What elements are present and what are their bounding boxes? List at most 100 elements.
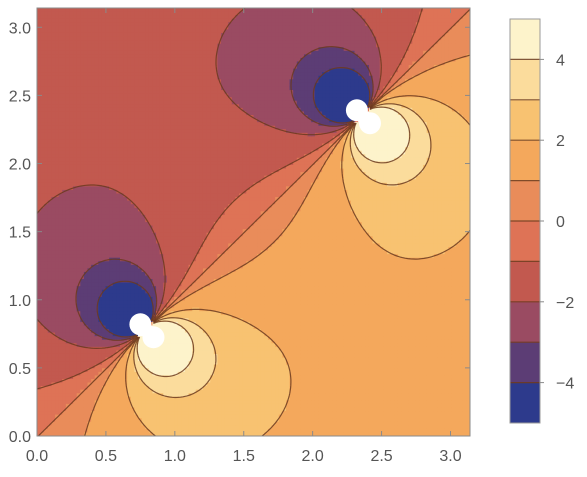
field-cell bbox=[80, 364, 85, 369]
field-cell bbox=[145, 418, 150, 423]
field-cell bbox=[65, 75, 71, 80]
field-cell bbox=[62, 350, 67, 355]
field-cell bbox=[166, 432, 172, 436]
field-cell bbox=[177, 411, 182, 416]
field-cell bbox=[145, 75, 150, 80]
field-cell bbox=[163, 254, 168, 259]
field-cell bbox=[134, 72, 139, 77]
field-cell bbox=[130, 18, 136, 23]
field-cell bbox=[87, 18, 92, 23]
field-cell bbox=[116, 414, 121, 419]
field-cell bbox=[80, 82, 85, 88]
field-cell bbox=[80, 264, 85, 269]
field-cell bbox=[83, 257, 89, 262]
field-cell bbox=[83, 168, 89, 173]
field-cell bbox=[181, 232, 186, 237]
field-cell bbox=[73, 279, 78, 284]
field-cell bbox=[73, 136, 78, 141]
field-cell bbox=[152, 378, 157, 384]
field-cell bbox=[123, 432, 128, 436]
field-cell bbox=[105, 300, 110, 305]
field-cell bbox=[94, 132, 99, 137]
field-cell bbox=[148, 222, 154, 227]
field-cell bbox=[174, 396, 179, 401]
field-cell bbox=[44, 325, 49, 330]
field-cell bbox=[58, 243, 63, 248]
field-cell bbox=[141, 32, 146, 38]
field-cell bbox=[116, 68, 121, 73]
field-cell bbox=[40, 57, 45, 63]
field-cell bbox=[141, 100, 146, 105]
field-cell bbox=[148, 147, 154, 152]
field-cell bbox=[69, 275, 74, 280]
field-cell bbox=[156, 364, 161, 369]
field-cell bbox=[119, 61, 125, 66]
field-cell bbox=[141, 61, 146, 66]
field-cell bbox=[148, 57, 154, 63]
field-cell bbox=[166, 318, 172, 323]
field-cell bbox=[94, 393, 99, 398]
field-cell bbox=[80, 57, 85, 63]
field-cell bbox=[37, 432, 42, 436]
field-cell bbox=[91, 104, 96, 109]
field-cell bbox=[127, 400, 132, 405]
field-cell bbox=[76, 143, 81, 148]
field-cell bbox=[134, 161, 139, 166]
field-cell bbox=[109, 428, 114, 434]
field-cell bbox=[123, 25, 128, 30]
field-cell bbox=[138, 386, 143, 391]
field-cell bbox=[73, 122, 78, 127]
field-cell bbox=[91, 300, 96, 305]
field-cell bbox=[181, 207, 186, 212]
field-cell bbox=[69, 407, 74, 412]
field-cell bbox=[94, 229, 99, 234]
field-cell bbox=[105, 50, 110, 55]
field-cell bbox=[44, 421, 49, 426]
field-cell bbox=[58, 275, 63, 280]
field-cell bbox=[119, 307, 125, 312]
field-cell bbox=[65, 93, 71, 98]
field-cell bbox=[83, 175, 89, 180]
field-cell bbox=[184, 57, 190, 63]
field-cell bbox=[134, 32, 139, 38]
field-cell bbox=[127, 65, 132, 70]
field-cell bbox=[134, 79, 139, 84]
field-cell bbox=[152, 97, 157, 102]
field-cell bbox=[91, 350, 96, 355]
field-cell bbox=[127, 97, 132, 102]
field-cell bbox=[159, 389, 164, 394]
field-cell bbox=[116, 54, 121, 59]
field-cell bbox=[76, 279, 81, 284]
field-cell bbox=[145, 132, 150, 137]
field-cell bbox=[47, 143, 53, 148]
field-cell bbox=[51, 271, 56, 277]
field-cell bbox=[141, 29, 146, 34]
field-cell bbox=[181, 357, 186, 362]
field-cell bbox=[138, 54, 143, 59]
field-cell bbox=[130, 29, 136, 34]
field-cell bbox=[76, 207, 81, 212]
field-cell bbox=[98, 375, 103, 380]
field-cell bbox=[116, 232, 121, 237]
field-cell bbox=[98, 68, 103, 73]
field-cell bbox=[47, 8, 53, 13]
field-cell bbox=[156, 22, 161, 27]
field-cell bbox=[130, 421, 136, 426]
field-cell bbox=[123, 43, 128, 48]
field-cell bbox=[101, 375, 107, 380]
field-cell bbox=[58, 386, 63, 391]
field-cell bbox=[159, 97, 164, 102]
field-cell bbox=[177, 150, 182, 155]
field-cell bbox=[37, 125, 42, 130]
field-cell bbox=[87, 125, 92, 130]
field-cell bbox=[58, 261, 63, 266]
field-cell bbox=[170, 47, 175, 52]
field-cell bbox=[148, 193, 154, 198]
field-cell bbox=[101, 204, 107, 209]
field-cell bbox=[51, 75, 56, 80]
field-cell bbox=[47, 346, 53, 351]
field-cell bbox=[177, 175, 182, 180]
field-cell bbox=[91, 118, 96, 123]
field-cell bbox=[62, 229, 67, 234]
field-cell bbox=[87, 115, 92, 120]
